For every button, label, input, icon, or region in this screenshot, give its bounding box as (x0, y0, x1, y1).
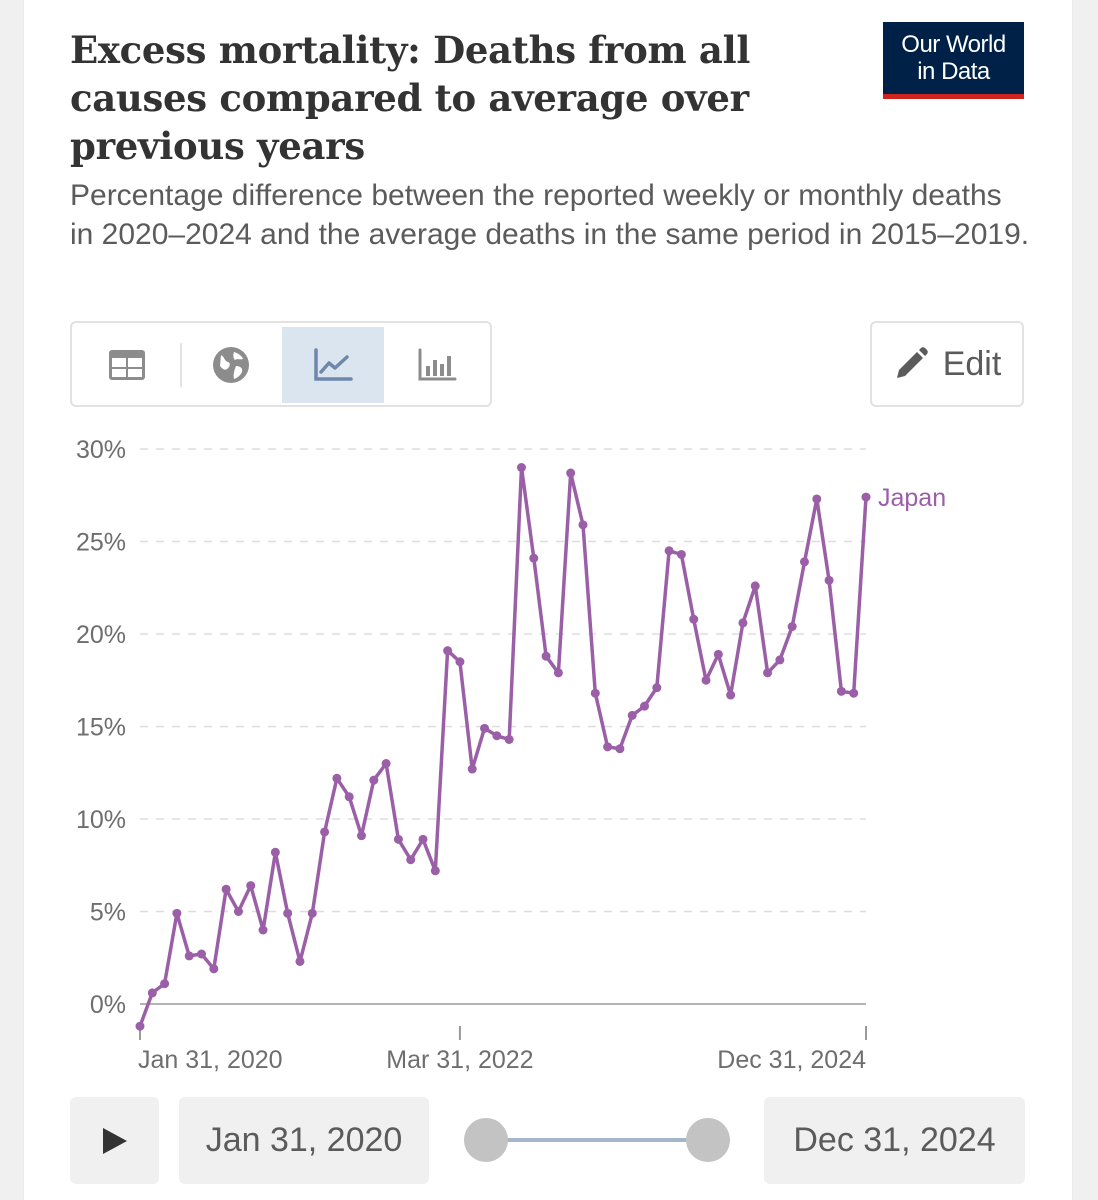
data-point (529, 553, 539, 563)
data-point (320, 827, 330, 837)
logo-line-1: Our World (901, 31, 1006, 58)
data-point (135, 1021, 145, 1031)
chart-title: Excess mortality: Deaths from all causes… (70, 28, 751, 168)
data-point (541, 651, 551, 661)
data-point (701, 675, 711, 685)
data-point (430, 866, 440, 876)
timeline-end-handle[interactable] (686, 1118, 730, 1162)
data-point (750, 581, 760, 591)
data-point (713, 649, 723, 659)
data-point (393, 834, 403, 844)
data-point (787, 622, 797, 632)
timeline-end-date[interactable]: Dec 31, 2024 (764, 1097, 1025, 1184)
data-point (221, 884, 231, 894)
data-point (233, 907, 243, 916)
data-point (381, 759, 391, 768)
owid-logo[interactable]: Our World in Data (883, 22, 1024, 99)
data-point (849, 688, 859, 698)
data-point (246, 881, 256, 891)
data-point (775, 655, 785, 665)
y-tick-label: 20% (76, 621, 126, 649)
data-point (344, 792, 354, 802)
data-point (578, 520, 588, 530)
chart-card (24, 0, 1072, 1200)
data-point (406, 855, 416, 865)
data-point (147, 988, 157, 998)
data-point (332, 773, 342, 783)
data-point (480, 723, 490, 733)
data-point (861, 492, 871, 502)
edit-button[interactable]: Edit (870, 321, 1024, 407)
data-point (664, 546, 674, 556)
data-point (652, 683, 662, 693)
x-tick-label: Jan 31, 2020 (138, 1046, 283, 1074)
x-tick-label: Dec 31, 2024 (717, 1046, 866, 1074)
y-tick-label: 30% (76, 436, 126, 464)
data-point (566, 468, 576, 478)
data-point (258, 925, 268, 935)
globe-icon (213, 347, 249, 383)
data-point (443, 646, 453, 656)
data-point (763, 668, 773, 678)
data-point (160, 979, 170, 989)
data-point (615, 744, 625, 754)
data-point (640, 701, 650, 711)
play-icon (102, 1127, 127, 1154)
y-tick-label: 25% (76, 529, 126, 557)
y-tick-label: 15% (76, 714, 126, 742)
tab-map[interactable] (180, 327, 282, 403)
data-point (738, 618, 748, 628)
data-point (270, 847, 280, 857)
play-button[interactable] (70, 1097, 159, 1184)
tab-separator (180, 343, 182, 387)
data-point (726, 690, 736, 700)
y-tick-label: 10% (76, 806, 126, 834)
data-point (676, 549, 686, 559)
data-point (799, 557, 809, 567)
y-tick-label: 0% (90, 991, 126, 1019)
data-point (812, 494, 822, 504)
data-point (369, 775, 379, 785)
edit-label: Edit (942, 344, 1002, 383)
data-point (824, 575, 834, 585)
tab-bar-chart[interactable] (386, 327, 488, 403)
chart-subtitle: Percentage difference between the report… (70, 179, 1030, 251)
data-point (516, 463, 526, 472)
data-point (504, 734, 514, 744)
timeline-start-handle[interactable] (464, 1118, 508, 1162)
data-point (553, 668, 563, 678)
timeline-slider-track[interactable] (486, 1138, 708, 1142)
data-point (603, 742, 613, 752)
data-point (627, 710, 637, 720)
tab-chart[interactable] (282, 327, 384, 403)
tab-table[interactable] (76, 327, 178, 403)
line-chart-icon (314, 348, 353, 381)
view-tabs (70, 321, 492, 407)
data-point (209, 964, 219, 974)
series-label-japan: Japan (878, 484, 946, 512)
data-point (689, 614, 699, 624)
logo-line-2: in Data (917, 58, 990, 85)
data-point (172, 908, 182, 918)
data-point (356, 831, 366, 841)
data-point (283, 908, 293, 918)
data-point (184, 951, 194, 961)
data-point (307, 908, 317, 918)
data-point (197, 949, 207, 959)
data-point (467, 764, 477, 774)
data-point (455, 657, 465, 667)
table-icon (109, 350, 145, 380)
bar-chart-icon (418, 348, 457, 381)
data-point (836, 686, 846, 696)
data-point (418, 834, 428, 844)
x-tick-label: Mar 31, 2022 (386, 1046, 533, 1074)
data-point (295, 956, 305, 966)
data-point (492, 731, 502, 741)
data-point (590, 688, 600, 698)
y-tick-label: 5% (90, 899, 126, 927)
timeline-start-date[interactable]: Jan 31, 2020 (179, 1097, 429, 1184)
series-line-japan (138, 465, 868, 1028)
pencil-icon (896, 347, 928, 378)
